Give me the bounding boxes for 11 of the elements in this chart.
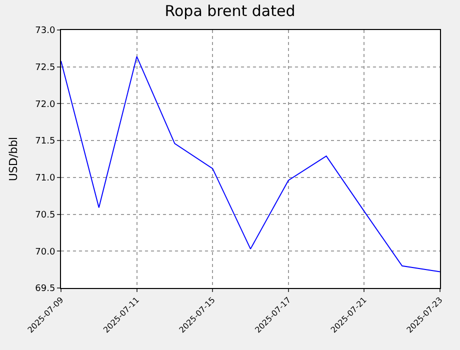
y-axis-title: USD/bbl (6, 136, 20, 182)
line-series (61, 56, 440, 272)
y-tick-label: 71.0 (35, 174, 56, 184)
y-tick-label: 72.0 (35, 100, 56, 110)
y-tick-label: 69.5 (35, 284, 56, 294)
y-tick-label: 73.0 (35, 26, 56, 36)
y-tick-label: 70.0 (35, 247, 56, 258)
chart-title: Ropa brent dated (164, 2, 296, 20)
y-tick-label: 70.5 (35, 210, 56, 220)
y-tick-label: 72.5 (35, 63, 56, 74)
y-tick-label: 71.5 (35, 136, 56, 147)
